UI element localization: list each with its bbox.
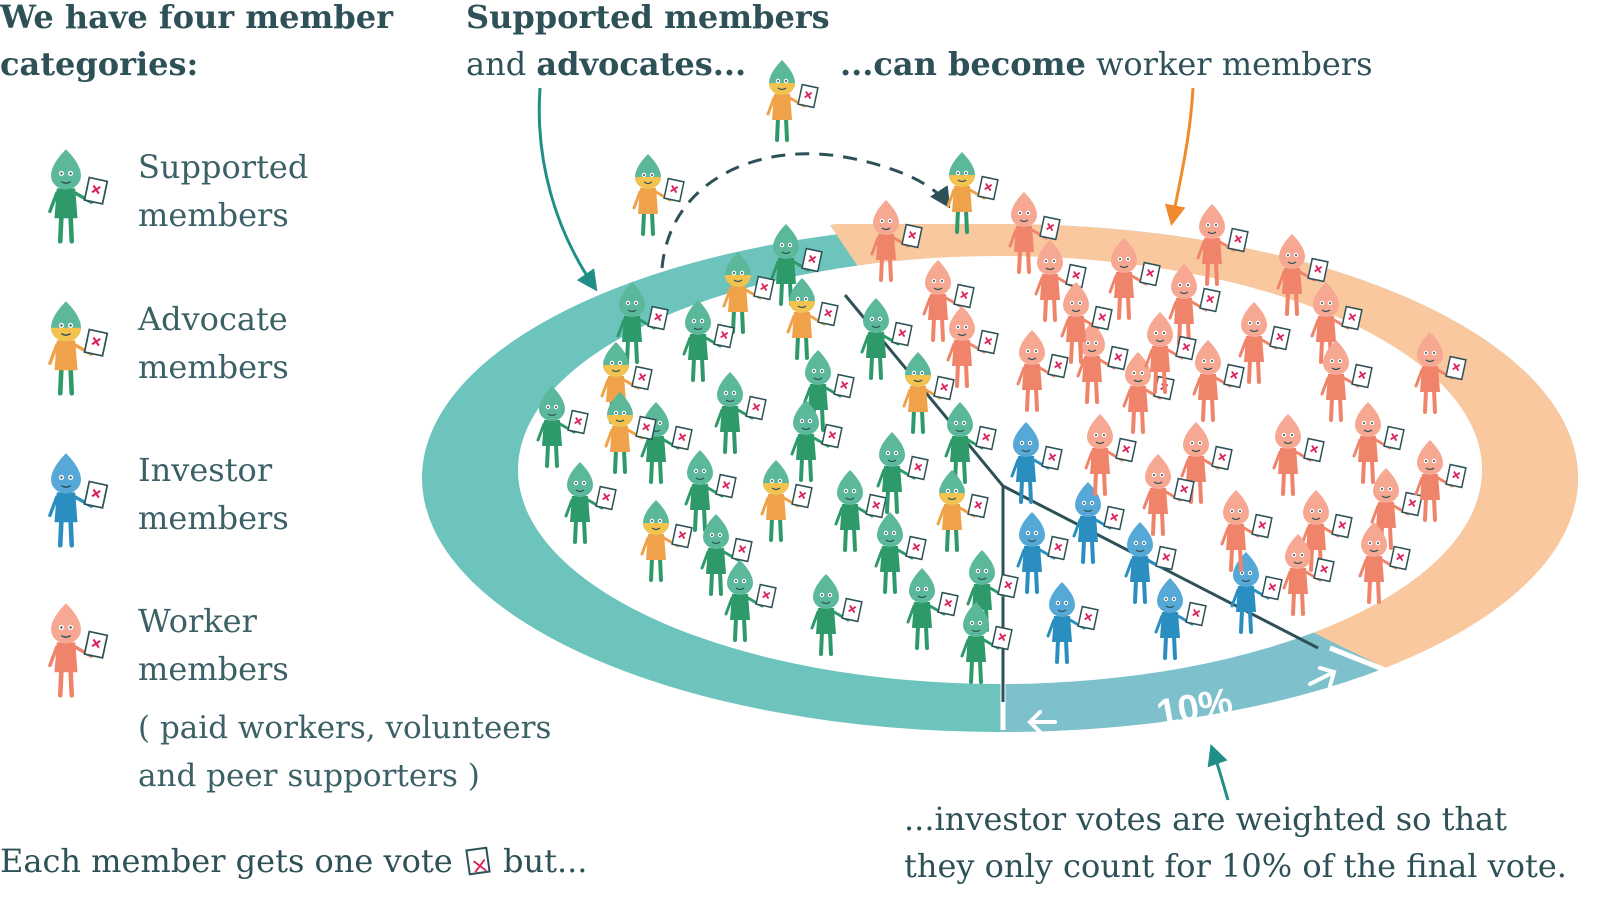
dashed-transition-arc <box>660 152 951 269</box>
member-figure <box>1008 192 1061 274</box>
member-figure <box>906 568 959 650</box>
member-figure <box>632 154 685 236</box>
legend-investor-line-1: Investor <box>138 451 273 489</box>
member-figure <box>786 278 839 360</box>
legend-advocate-line-2: members <box>138 348 289 386</box>
member-figure <box>936 470 989 552</box>
member-figure <box>1414 440 1467 522</box>
member-figure <box>1276 234 1329 316</box>
member-figure <box>1016 512 1069 594</box>
arrow-up-to-ring <box>1207 744 1230 801</box>
member-figure <box>1238 302 1291 384</box>
legend-advocate-line-1: Advocate <box>138 300 288 338</box>
member-figure <box>1358 522 1411 604</box>
vote-ring <box>422 224 1579 734</box>
legend-worker-line-2: members <box>138 650 289 688</box>
member-figure <box>1046 582 1099 664</box>
member-figure <box>766 60 819 142</box>
bottom-right-line-1: ...investor votes are weighted so that <box>904 800 1507 838</box>
member-figure <box>902 352 955 434</box>
member-figure <box>760 460 813 542</box>
legend-investor-line-2: members <box>138 499 289 537</box>
member-figure <box>1310 282 1363 364</box>
intro-line-1: We have four member <box>0 0 393 36</box>
member-figure <box>640 500 693 582</box>
member-figure <box>1192 340 1245 422</box>
member-figure <box>684 450 737 532</box>
top-left-caption-line-1: Supported members <box>466 0 830 36</box>
right-arrow-icon <box>1308 666 1337 688</box>
member-figure <box>1084 414 1137 496</box>
member-figure <box>714 372 767 454</box>
member-figure <box>1180 422 1233 504</box>
member-figure <box>1010 422 1063 504</box>
member-figure <box>1142 454 1195 536</box>
member-figure <box>1034 240 1087 322</box>
bottom-right-line-2: they only count for 10% of the final vot… <box>904 847 1567 885</box>
member-figure <box>946 306 999 388</box>
legend-worker-figure <box>48 603 109 698</box>
legend-advocate-figure <box>48 301 109 396</box>
member-figure <box>802 350 855 432</box>
member-figure <box>1154 578 1207 660</box>
member-figure <box>946 152 999 234</box>
member-figure <box>922 260 975 342</box>
member-figure <box>960 602 1013 684</box>
member-figure <box>536 386 589 468</box>
member-figure <box>724 560 777 642</box>
member-figure <box>1108 238 1161 320</box>
member-figure <box>870 200 923 282</box>
legend-figures <box>48 149 109 698</box>
member-figure <box>1272 414 1325 496</box>
legend-investor-figure <box>48 453 109 548</box>
legend-supported-line-2: members <box>138 196 289 234</box>
member-figure <box>700 514 753 596</box>
member-figure <box>1414 332 1467 414</box>
member-figure <box>564 462 617 544</box>
top-left-caption-line-2: and advocates... <box>466 45 747 83</box>
member-figure <box>834 470 887 552</box>
member-figure <box>1352 402 1405 484</box>
member-figure <box>874 512 927 594</box>
legend-supported-line-1: Supported <box>138 148 309 186</box>
member-figure <box>1076 322 1129 404</box>
member-figure <box>860 298 913 380</box>
member-figure <box>604 392 657 474</box>
top-right-caption: ...can become worker members <box>840 45 1373 83</box>
arrow-to-ring-orange <box>1164 87 1195 227</box>
member-figure <box>1370 468 1423 550</box>
legend-worker-line-1: Worker <box>138 602 257 640</box>
legend-supported-figure <box>48 149 109 244</box>
arrow-to-ring-teal <box>537 87 598 292</box>
left-arrow-icon <box>1027 710 1057 734</box>
worker-note-line-1: ( paid workers, volunteers <box>138 710 552 746</box>
member-figure <box>770 224 823 306</box>
member-figure <box>1016 330 1069 412</box>
member-figure <box>1144 312 1197 394</box>
member-figure <box>1122 352 1175 434</box>
member-figure <box>944 402 997 484</box>
member-crowd <box>536 60 1467 684</box>
member-figure <box>790 400 843 482</box>
member-figure <box>876 432 929 514</box>
member-figure <box>1220 490 1273 572</box>
member-figure <box>1060 282 1113 364</box>
divider-investor-right <box>1329 645 1386 673</box>
intro-line-2: categories: <box>0 45 199 83</box>
member-figure <box>616 282 669 364</box>
bottom-left-caption: Each member gets one vote but... <box>0 838 587 885</box>
member-figure <box>1282 534 1335 616</box>
worker-note-line-2: and peer supporters ) <box>138 758 480 794</box>
member-figure <box>1196 204 1249 286</box>
member-figure <box>682 300 735 382</box>
member-figure <box>722 252 775 334</box>
member-figure <box>810 574 863 656</box>
member-figure <box>1320 340 1373 422</box>
ballot-icon <box>465 846 491 876</box>
member-figure <box>1124 522 1177 604</box>
